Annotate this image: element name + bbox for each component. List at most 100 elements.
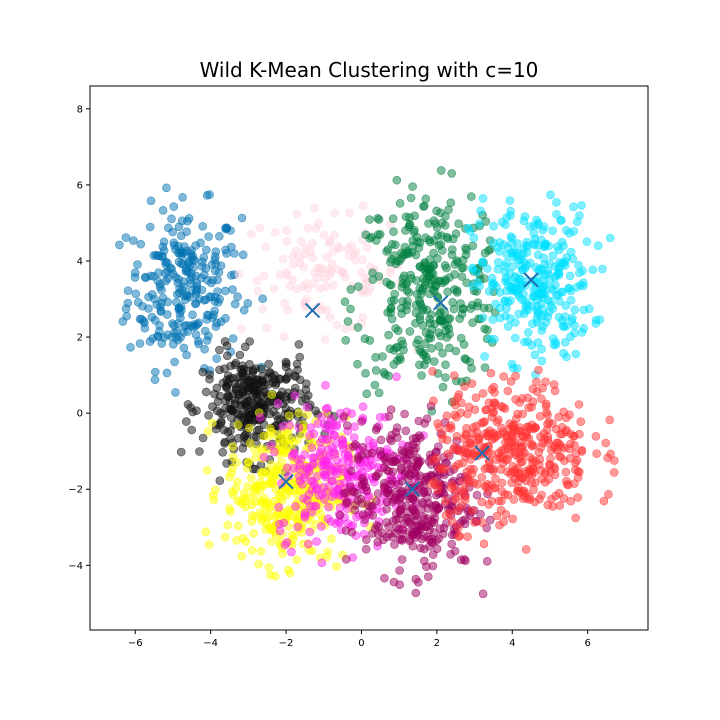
data-point (429, 528, 439, 537)
data-point (307, 443, 317, 453)
data-point (415, 238, 425, 247)
data-point (497, 451, 506, 461)
data-point (567, 313, 577, 323)
data-point (593, 241, 603, 250)
data-point (177, 305, 186, 315)
data-point (300, 243, 310, 252)
data-point (282, 538, 292, 547)
data-point (210, 306, 219, 316)
data-point (246, 473, 256, 483)
data-point (163, 258, 172, 268)
data-point (388, 516, 398, 526)
data-point (562, 476, 571, 486)
data-point (419, 512, 428, 521)
data-point (353, 282, 363, 291)
centroid-marker (474, 445, 490, 461)
data-point (358, 442, 368, 452)
data-point (168, 339, 178, 349)
data-point (322, 252, 332, 262)
data-point (233, 292, 242, 302)
data-point (382, 532, 392, 542)
data-point (230, 299, 240, 309)
data-point (278, 254, 288, 264)
data-point (466, 304, 476, 313)
data-point (311, 501, 321, 511)
data-point (478, 194, 488, 203)
data-point (486, 368, 496, 378)
centroid-marker (432, 295, 449, 311)
data-point (293, 455, 303, 464)
data-point (528, 384, 538, 394)
data-point (183, 400, 193, 409)
data-point (141, 273, 151, 282)
data-point (449, 371, 459, 380)
data-point (212, 354, 221, 363)
data-point (571, 449, 581, 458)
data-point (292, 555, 302, 565)
data-point (350, 422, 359, 432)
data-point (386, 307, 396, 317)
data-point (327, 443, 337, 453)
data-point (447, 517, 457, 527)
data-point (451, 462, 460, 471)
data-point (454, 390, 464, 399)
data-point (182, 227, 191, 236)
data-point (445, 343, 454, 353)
data-point (462, 245, 471, 255)
data-point (258, 511, 268, 520)
data-point (459, 555, 469, 564)
data-point (251, 381, 260, 391)
data-point (487, 435, 497, 444)
data-point (560, 337, 570, 347)
data-point (423, 264, 433, 274)
data-point (468, 263, 477, 273)
data-point (315, 448, 325, 457)
data-point (148, 334, 157, 343)
data-point (313, 419, 323, 428)
data-point (205, 190, 214, 199)
data-point (121, 233, 131, 242)
data-point (540, 260, 549, 269)
data-point (215, 476, 225, 486)
data-point (389, 251, 399, 260)
data-point (218, 447, 227, 457)
data-point (521, 476, 531, 486)
data-point (174, 222, 184, 232)
data-point (410, 211, 420, 221)
data-point (163, 310, 172, 319)
data-point (554, 312, 564, 322)
data-point (294, 423, 304, 432)
data-point (252, 276, 262, 286)
data-point (462, 440, 471, 450)
data-point (294, 340, 304, 349)
data-point (513, 255, 523, 265)
data-point (214, 268, 224, 277)
data-point (508, 514, 518, 524)
data-point (599, 496, 609, 506)
data-point (207, 418, 217, 428)
data-point (329, 430, 339, 440)
data-point (554, 245, 564, 255)
data-point (457, 398, 466, 408)
data-point (213, 275, 222, 285)
data-point (304, 539, 313, 549)
data-point (591, 319, 601, 328)
data-point (203, 275, 212, 285)
data-point (573, 493, 583, 502)
data-point (537, 326, 547, 335)
data-point (184, 257, 193, 266)
data-point (441, 510, 451, 520)
data-point (510, 318, 520, 327)
data-point (351, 255, 360, 265)
data-point (479, 303, 489, 313)
data-point (546, 454, 555, 463)
data-point (158, 206, 168, 215)
data-point (484, 286, 494, 296)
data-point (325, 236, 335, 246)
data-point (564, 283, 574, 293)
data-point (322, 305, 332, 315)
data-point (554, 263, 563, 272)
data-point (180, 321, 190, 331)
data-point (184, 214, 194, 223)
data-point (498, 427, 508, 437)
